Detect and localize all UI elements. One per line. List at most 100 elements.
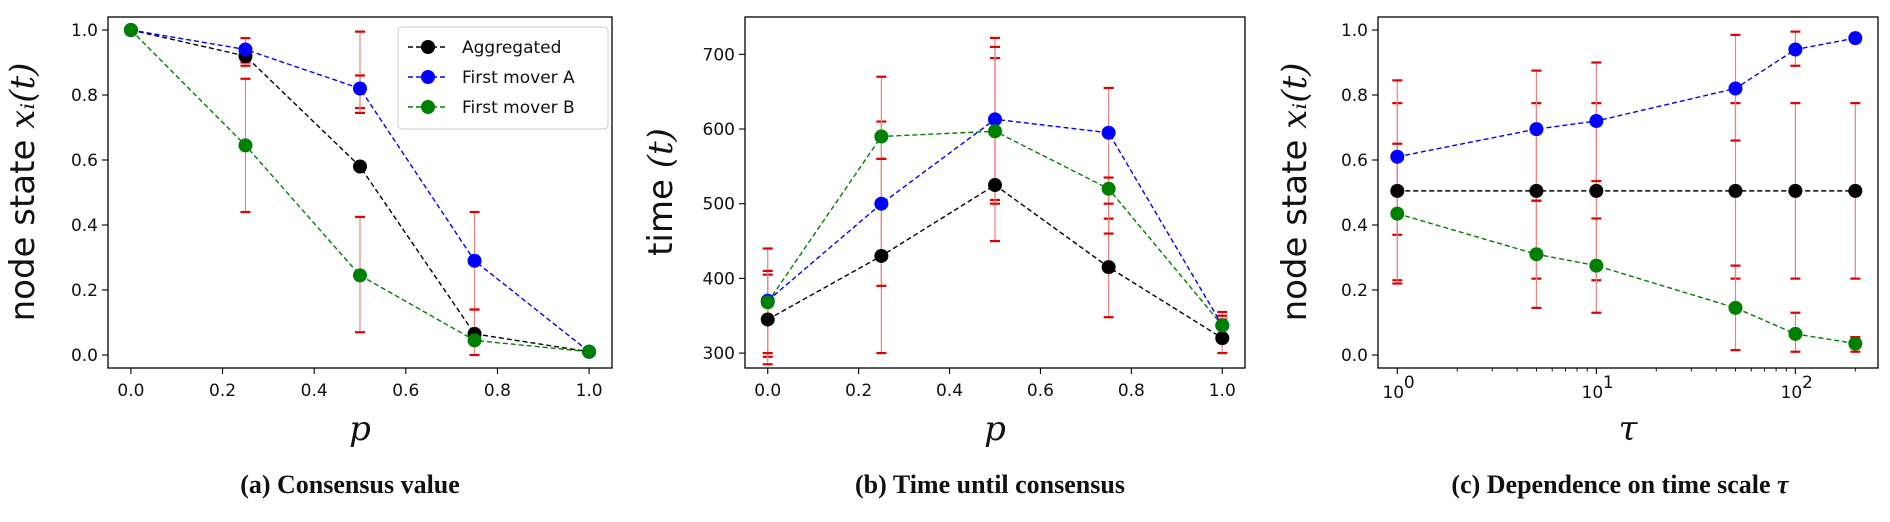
data-point-0 [1390,183,1405,198]
y-tick-label: 0.4 [71,216,98,236]
data-point-2 [467,333,482,348]
data-point-1 [874,196,889,211]
y-tick-label: 400 [703,269,735,289]
y-tick-label: 1.0 [1341,21,1368,41]
plot-frame [107,16,613,369]
data-point-1 [1788,42,1803,57]
data-point-1 [1101,125,1116,140]
y-tick-label: 0.2 [71,281,98,301]
caption-c-math: τ [1777,470,1789,499]
y-tick-label: 0.4 [1341,216,1368,236]
data-point-1 [238,42,253,57]
y-tick-label: 700 [703,45,735,65]
data-point-1 [1848,31,1863,46]
caption-b: (b) Time until consensus [720,470,1260,500]
x-axis-label: p [984,409,1006,449]
chart-0: 0.0 0.2 0.4 0.6 0.8 1.0 0.0 0.2 0.4 0.6 0.8 1.0 p nod… [3,16,613,449]
data-point-0 [874,248,889,263]
series-line-1 [130,29,590,353]
series-line-2 [130,29,590,353]
y-tick-label: 0.8 [1341,86,1368,106]
legend-label-1: First mover A [462,68,575,88]
data-point-2 [1589,258,1604,273]
x-tick-label: 0.6 [1027,381,1054,401]
data-point-0 [353,159,367,174]
data-point-0 [1215,331,1230,346]
data-point-1 [1728,81,1743,96]
plot-frame [744,16,1246,369]
y-tick-label: 500 [703,195,735,215]
data-point-2 [582,344,597,359]
y-axis-label: time (t) [641,128,681,256]
data-point-0 [760,312,775,327]
x-tick-label: 0.0 [117,381,144,401]
chart-1: 0.0 0.2 0.4 0.6 0.8 1.0 300 400 500 600 700 p time (… [641,16,1246,449]
legend-marker-1 [421,70,435,84]
data-point-0 [1788,183,1803,198]
x-tick-label: 0.2 [209,381,236,401]
data-point-2 [760,295,775,310]
y-tick-label: 0.8 [71,86,98,106]
data-point-2 [1101,181,1116,196]
y-tick-label: 300 [703,344,735,364]
data-point-0 [1728,183,1743,198]
data-point-2 [1728,300,1743,315]
x-tick-label: 10 [1781,383,1803,403]
data-point-2 [353,268,367,283]
x-tick-label: 10 [1582,383,1604,403]
y-tick-label: 600 [703,120,735,140]
x-tick-label: 0.4 [301,381,328,401]
x-tick-label: 0.0 [754,381,781,401]
data-point-1 [353,81,367,96]
x-axis-label: τ [1619,409,1639,449]
y-tick-label: 0.0 [1341,346,1368,366]
data-point-2 [1215,318,1230,333]
data-point-0 [988,178,1002,193]
legend-marker-2 [421,100,435,114]
x-tick-label: 0.2 [845,381,872,401]
legend: Aggregated First mover A First mover B [397,26,609,130]
data-point-0 [1589,183,1604,198]
y-axis-label: node state xᵢ(t) [3,63,43,322]
x-tick-label: 0.4 [936,381,963,401]
caption-c: (c) Dependence on time scale τ [1350,470,1890,500]
x-tick-exponent: 1 [1603,373,1614,393]
caption-b-text: (b) Time until consensus [855,470,1125,499]
x-tick-label: 0.8 [484,381,511,401]
series-line-2 [1397,212,1856,345]
data-point-1 [988,112,1002,127]
data-point-2 [1529,247,1544,262]
x-tick-label: 0.8 [1118,381,1145,401]
y-tick-label: 0.6 [71,151,98,171]
legend-marker-0 [421,40,435,54]
data-point-2 [123,23,138,37]
legend-box [397,26,609,130]
x-tick-label: 1.0 [1209,381,1236,401]
data-point-1 [1390,149,1405,164]
caption-a: (a) Consensus value [90,470,610,500]
data-point-1 [1529,122,1544,137]
data-point-0 [1101,260,1116,275]
data-point-2 [238,138,253,153]
y-axis-label: node state xᵢ(t) [1275,63,1315,322]
legend-label-2: First mover B [462,98,575,118]
y-tick-label: 0.2 [1341,281,1368,301]
data-point-0 [1529,183,1544,198]
data-point-2 [1848,336,1863,351]
x-axis-label: p [349,409,371,449]
x-tick-label: 1.0 [576,381,603,401]
data-point-1 [467,253,482,268]
series-line-1 [1397,37,1856,158]
y-tick-label: 0.0 [71,346,98,366]
legend-label-0: Aggregated [462,38,561,58]
x-tick-label: 0.6 [392,381,419,401]
data-point-2 [874,129,889,144]
caption-c-text: (c) Dependence on time scale [1451,470,1778,499]
y-tick-label: 1.0 [71,21,98,41]
data-point-2 [1788,326,1803,341]
plot-frame [1377,16,1879,369]
x-tick-exponent: 0 [1404,373,1415,393]
data-point-2 [988,124,1002,139]
